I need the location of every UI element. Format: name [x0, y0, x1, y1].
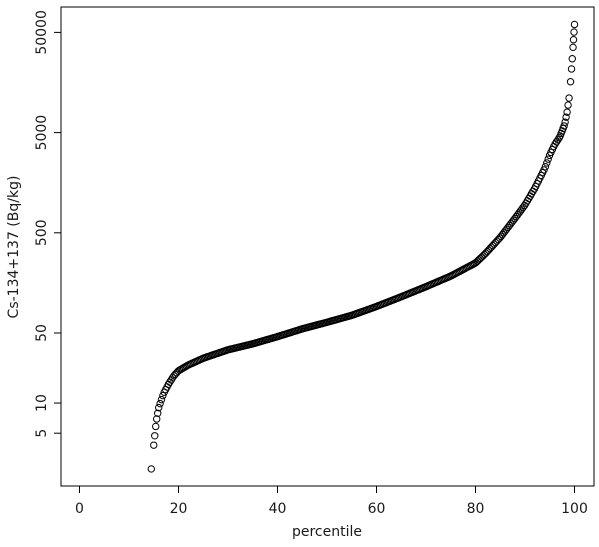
data-point: [561, 118, 569, 126]
x-tick-label: 20: [170, 501, 188, 517]
data-point: [147, 465, 155, 473]
data-point: [157, 395, 166, 404]
data-point: [569, 43, 577, 52]
plot-frame: [60, 6, 595, 487]
y-tick-label: 5: [34, 429, 50, 438]
data-point: [150, 441, 158, 449]
x-axis-title: percentile: [292, 524, 362, 540]
y-axis: 5 10 50 500 5000 50000: [34, 10, 62, 438]
data-point: [565, 94, 573, 102]
data-point: [156, 399, 164, 408]
data-point: [554, 136, 562, 144]
data-point: [544, 155, 552, 163]
data-point: [153, 415, 161, 423]
data-point: [155, 403, 163, 412]
y-tick-label: 50000: [34, 10, 50, 55]
y-tick-label: 5000: [34, 115, 50, 151]
x-tick-label: 40: [269, 501, 287, 517]
data-point: [569, 36, 578, 44]
data-points: [147, 20, 579, 473]
y-tick-label: 500: [34, 219, 50, 246]
data-point: [541, 163, 550, 171]
data-point: [543, 159, 551, 167]
y-axis-title: Cs-134+137 (Bq/kg): [6, 176, 22, 319]
data-point: [567, 65, 576, 73]
x-tick-label: 80: [467, 501, 485, 517]
data-point: [159, 391, 167, 400]
data-point: [570, 28, 578, 36]
data-point: [154, 409, 162, 417]
data-point: [564, 101, 572, 109]
data-point: [563, 108, 571, 116]
data-point: [562, 113, 570, 121]
x-tick-label: 100: [561, 501, 588, 517]
data-point: [152, 422, 160, 431]
x-tick-label: 60: [368, 501, 386, 517]
x-tick-label: 0: [75, 501, 84, 517]
x-axis: 0 20 40 60 80 100: [75, 485, 588, 517]
data-point: [570, 20, 579, 29]
data-point: [151, 432, 159, 440]
data-point: [568, 55, 576, 63]
y-tick-label: 50: [34, 324, 50, 342]
data-point: [560, 122, 568, 130]
y-tick-label: 10: [34, 394, 50, 412]
data-point: [566, 78, 575, 86]
